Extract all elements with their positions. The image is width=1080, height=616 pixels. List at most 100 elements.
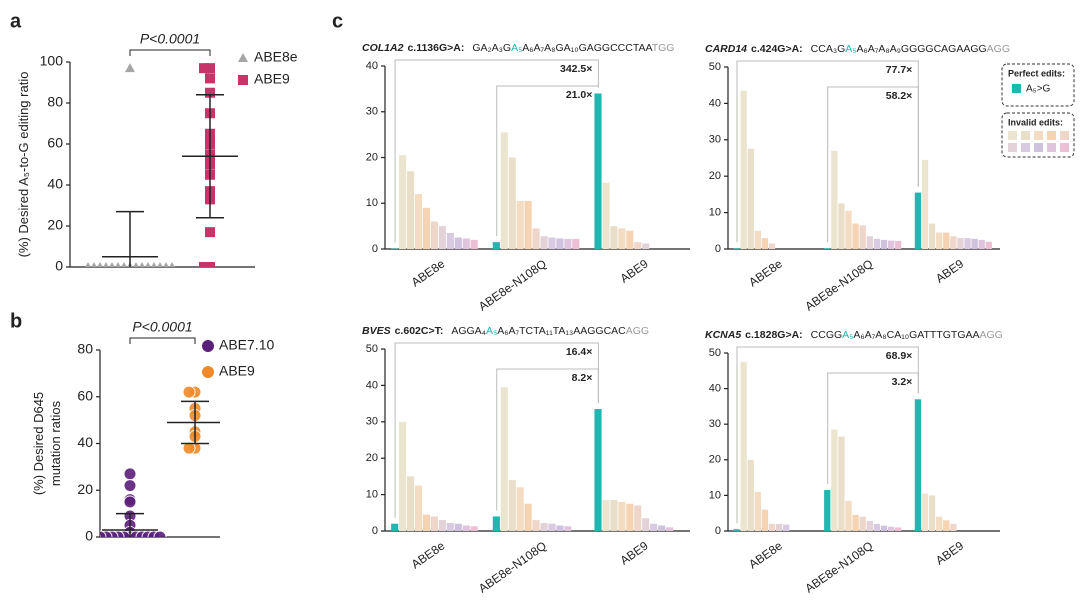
point (121, 262, 127, 267)
bar (957, 238, 964, 249)
bar (914, 192, 922, 249)
bar (985, 241, 992, 249)
bar (532, 520, 540, 531)
bar (594, 409, 602, 531)
series (182, 63, 238, 267)
bar (831, 150, 838, 249)
gene: BVES (362, 325, 391, 337)
mutation: c.602C>T: (395, 325, 444, 337)
bar (887, 526, 895, 531)
bar (775, 523, 783, 531)
bar (462, 238, 470, 249)
fold-bracket (827, 372, 919, 485)
bar (914, 399, 922, 531)
bar (642, 518, 650, 531)
bar (524, 503, 532, 531)
bar (921, 493, 929, 531)
bar (626, 503, 634, 531)
legend-swatch (1008, 131, 1017, 140)
bar (634, 505, 642, 531)
sequence-pam: TGG (652, 42, 675, 54)
bar (634, 242, 642, 249)
legend-swatch (1060, 131, 1069, 140)
point (145, 262, 151, 267)
y-tick-label: 0 (85, 528, 93, 544)
point (115, 262, 121, 267)
x-tick-label: ABE9 (933, 256, 966, 285)
point (125, 63, 135, 73)
bar (761, 238, 769, 249)
y-tick-label: 60 (47, 135, 63, 151)
fold-change-label: 16.4× (566, 346, 593, 358)
bar (768, 523, 776, 531)
bar (873, 238, 881, 249)
bar (399, 155, 407, 249)
y-tick-label: 30 (709, 134, 721, 146)
bar (658, 525, 666, 531)
y-axis-label-line: mutation ratios (48, 400, 63, 486)
y-tick-label: 80 (47, 94, 63, 110)
sequence-target: A₅ (511, 42, 522, 54)
point (109, 262, 115, 267)
bar (733, 529, 740, 531)
bar (754, 491, 761, 531)
sequence: AGGA₄ (451, 325, 486, 337)
point (123, 467, 137, 481)
y-tick-label: 10 (709, 207, 721, 219)
x-tick-label: ABE8e-N108Q (476, 257, 549, 314)
bar (642, 243, 650, 249)
bar (492, 516, 500, 531)
bar (894, 527, 902, 531)
bar (950, 523, 957, 531)
y-tick-label: 20 (366, 452, 378, 464)
y-tick-label: 60 (77, 387, 93, 403)
y-tick-label: 50 (709, 347, 721, 359)
y-tick-label: 0 (372, 525, 378, 537)
y-tick-label: 10 (366, 197, 378, 209)
bar (610, 226, 618, 249)
bar (564, 238, 572, 249)
y-tick-label: 80 (77, 341, 93, 357)
bar (422, 207, 431, 249)
bar (733, 248, 740, 249)
bar (740, 361, 747, 531)
bar (964, 238, 971, 249)
x-tick-label: ABE8e (409, 256, 448, 289)
bar (508, 480, 516, 531)
fold-change-label: 342.5× (560, 63, 592, 75)
y-tick-label: 20 (47, 217, 63, 233)
fold-change-label: 8.2× (572, 372, 593, 384)
bar (768, 243, 776, 249)
bar (508, 157, 516, 249)
y-tick-label: 50 (366, 343, 378, 355)
gene: COL1A2 (362, 42, 404, 54)
y-tick-label: 100 (40, 53, 64, 69)
panel-label: b (10, 310, 22, 332)
point (205, 73, 215, 84)
bar (880, 525, 888, 531)
bar (943, 520, 950, 531)
chart-title: BVES c.602C>T: AGGA₄A₅A₆A₇TCTA₁₁TA₁₃AAGGCA… (362, 325, 649, 337)
bar (446, 522, 454, 531)
mutation: c.1828G>A: (745, 329, 803, 341)
point (97, 262, 103, 267)
panel-label: c (332, 10, 343, 32)
sequence-pam: AGG (980, 329, 1003, 341)
sequence: A₆A₇A₈GA₁₀GAGGCCCTAA (522, 42, 652, 54)
bar (548, 237, 556, 249)
bar (665, 527, 674, 531)
legend-label: ABE9 (254, 71, 290, 87)
bar (936, 232, 943, 249)
point (151, 262, 157, 267)
x-tick-label: ABE9 (618, 256, 651, 285)
sequence-target: A₅ (842, 329, 853, 341)
bar (610, 500, 618, 531)
series (100, 467, 167, 537)
bar (824, 490, 831, 531)
bar (894, 240, 902, 249)
bar (928, 495, 936, 531)
bar (572, 238, 580, 249)
point (205, 262, 215, 267)
chart-title: COL1A2 c.1136G>A: GA₂A₃GA₅A₆A₇A₈GA₁₀GAGGCC… (362, 42, 674, 54)
y-tick-label: 40 (709, 97, 721, 109)
